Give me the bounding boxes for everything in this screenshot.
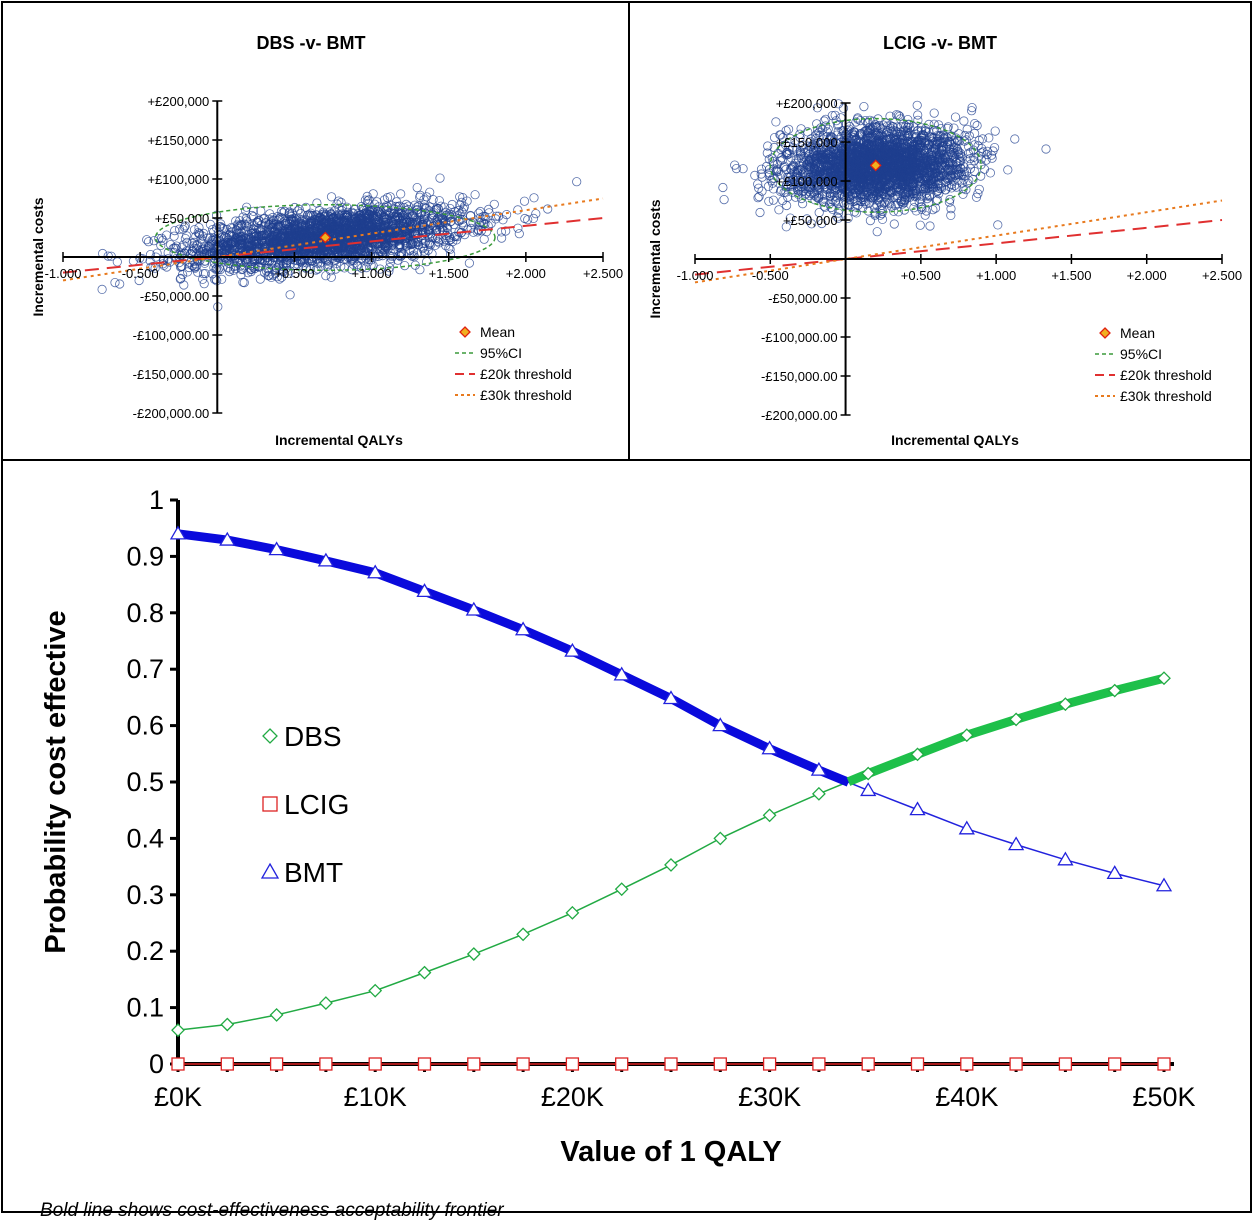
scatter-point [960, 117, 968, 125]
x-tick-label: +0.500 [274, 266, 314, 281]
scatter-point [322, 272, 330, 280]
scatter-point [739, 165, 747, 173]
y-tick-label: +£50,000 [155, 211, 210, 226]
y-tick-label: +£150,000 [147, 133, 209, 148]
scatter-point [1042, 145, 1050, 153]
scatter-point [471, 191, 479, 199]
chart-title: DBS -v- BMT [257, 33, 366, 53]
scatter-point [111, 278, 119, 286]
scatter-point [416, 266, 424, 274]
y-tick-label: +£100,000 [147, 172, 209, 187]
y-tick-label: -£200,000.00 [133, 406, 210, 421]
scatter-point [98, 285, 106, 293]
scatter-point [200, 280, 208, 288]
chart-title: LCIG -v- BMT [883, 33, 997, 53]
scatter-point [199, 270, 207, 278]
legend-mean-marker [460, 327, 470, 337]
scatter-point [383, 193, 391, 201]
scatter-point [532, 210, 540, 218]
scatter-point [971, 119, 979, 127]
y-tick-label: -£50,000.00 [140, 289, 209, 304]
scatter-point [986, 169, 994, 177]
scatter-point [973, 121, 981, 129]
y-tick-label: -£100,000.00 [133, 328, 210, 343]
scatter-point [266, 210, 274, 218]
scatter-point [994, 221, 1002, 229]
scatter-point [401, 261, 409, 269]
x-tick-label: +1.500 [429, 266, 469, 281]
scatter-point [475, 209, 483, 217]
scatter-point [926, 222, 934, 230]
scatter-point [916, 221, 924, 229]
scatter-point [520, 197, 528, 205]
scatter-point [985, 134, 993, 142]
scatter-point [490, 200, 498, 208]
panel-lcig-vs-bmt: LCIG -v- BMT-1.000-0.500+0.500+1.000+1.5… [628, 1, 1252, 461]
scatter-point [413, 183, 421, 191]
scatter-point [521, 214, 529, 222]
scatter-point [720, 195, 728, 203]
scatter-point [950, 124, 958, 132]
scatter-point [951, 113, 959, 121]
scatter-point [890, 220, 898, 228]
scatter-point [456, 193, 464, 201]
x-tick-label: +2.000 [506, 266, 546, 281]
legend-label: Mean [480, 324, 515, 340]
scatter-point [476, 207, 484, 215]
y-tick-label: -£150,000.00 [133, 367, 210, 382]
scatter-point [171, 226, 179, 234]
panel-dbs-vs-bmt: DBS -v- BMT -1.000 -0.500 +0.500 +1.000 +1.50… [1, 1, 630, 461]
scatter-point [436, 174, 444, 182]
y-axis-title: Incremental costs [30, 197, 46, 316]
scatter-point [914, 111, 922, 119]
scatter-point [970, 129, 978, 137]
scatter-point [873, 228, 881, 236]
legend-label: £20k threshold [480, 366, 572, 382]
scatter-points [719, 100, 1050, 236]
scatter-point [529, 214, 537, 222]
legend-label: £30k threshold [480, 387, 572, 403]
scatter-chart-dbs: DBS -v- BMT -1.000 -0.500 +0.500 +1.000 +1.50… [3, 3, 632, 463]
scatter-point [798, 200, 806, 208]
scatter-point [991, 127, 999, 135]
scatter-point [765, 197, 773, 205]
scatter-point [327, 193, 335, 201]
x-tick-label: -1.000 [45, 266, 82, 281]
y-tick-label: +£200,000 [147, 94, 209, 109]
scatter-point [530, 194, 538, 202]
scatter-point [977, 172, 985, 180]
scatter-point [497, 234, 505, 242]
scatter-point [947, 211, 955, 219]
x-tick-label: -0.500 [122, 266, 159, 281]
scatter-point [286, 291, 294, 299]
x-axis-title: Incremental QALYs [275, 432, 403, 448]
scatter-point [719, 183, 727, 191]
scatter-point [332, 265, 340, 273]
scatter-point [860, 102, 868, 110]
scatter-point [515, 230, 523, 238]
scatter-chart-lcig: LCIG -v- BMT-1.000-0.500+0.500+1.000+1.5… [630, 3, 1254, 463]
scatter-point [913, 101, 921, 109]
scatter-point [822, 115, 830, 123]
scatter-point [397, 190, 405, 198]
scatter-point [573, 178, 581, 186]
x-tick-label: +2.500 [583, 266, 623, 281]
scatter-point [116, 280, 124, 288]
scatter-point [751, 171, 759, 179]
scatter-point [256, 275, 264, 283]
legend-label: 95%CI [480, 345, 522, 361]
scatter-point [1004, 166, 1012, 174]
scatter-point [866, 216, 874, 224]
scatter-point [180, 281, 188, 289]
scatter-point [756, 208, 764, 216]
scatter-point [757, 165, 765, 173]
scatter-point [930, 109, 938, 117]
scatter-point [514, 224, 522, 232]
x-tick-label: +1.000 [352, 266, 392, 281]
scatter-point [144, 238, 152, 246]
scatter-point [775, 206, 783, 214]
scatter-point [784, 125, 792, 133]
